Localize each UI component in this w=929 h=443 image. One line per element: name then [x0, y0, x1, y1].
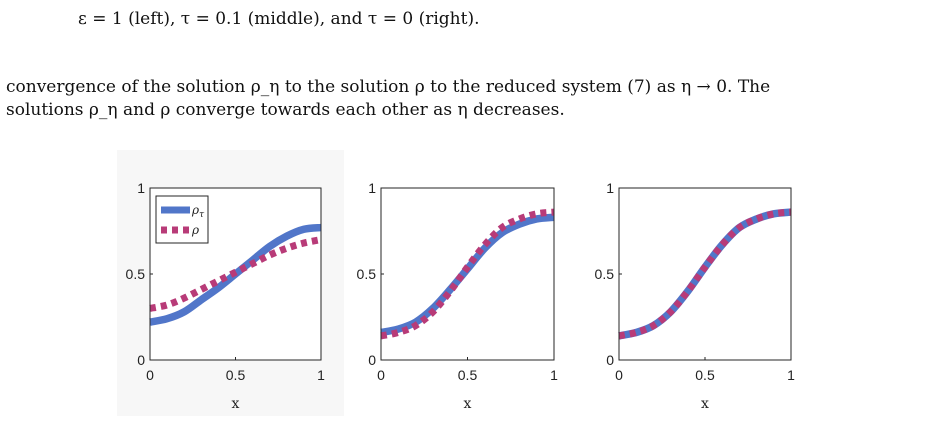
- paragraph-line-2: solutions ρ_η and ρ converge towards eac…: [6, 100, 565, 120]
- x-tick-label-left-0: 0: [146, 367, 154, 383]
- x-tick-label-right-1: 0.5: [695, 367, 715, 383]
- paragraph-text-1: convergence of the solution ρ_η to the s…: [6, 77, 771, 97]
- x-axis-label-left: x: [232, 396, 240, 412]
- x-tick-label-right-2: 1: [787, 367, 795, 383]
- y-tick-label-left-0: 0: [137, 352, 145, 368]
- x-axis-label-middle: x: [464, 396, 472, 412]
- y-tick-label-left-2: 1: [137, 180, 145, 196]
- paragraph-text-2: solutions ρ_η and ρ converge towards eac…: [6, 100, 565, 120]
- legend-label-rho: ρ: [191, 223, 199, 237]
- x-tick-label-middle-1: 0.5: [458, 367, 478, 383]
- series-line-right-rho: [618, 208, 792, 340]
- x-tick-label-middle-0: 0: [377, 367, 385, 383]
- legend-box-left: [155, 195, 209, 244]
- x-tick-label-middle-2: 1: [550, 367, 558, 383]
- legend-label-rho-tau: ρτ: [191, 203, 205, 220]
- x-axis-label-right: x: [701, 396, 709, 412]
- caption-text: ε = 1 (left), τ = 0.1 (middle), and τ = …: [78, 9, 480, 29]
- y-tick-label-middle-0: 0: [368, 352, 376, 368]
- y-tick-label-middle-1: 0.5: [357, 266, 377, 282]
- x-tick-label-left-2: 1: [317, 367, 325, 383]
- y-tick-label-left-1: 0.5: [126, 266, 146, 282]
- x-tick-label-right-0: 0: [615, 367, 623, 383]
- x-tick-label-left-1: 0.5: [226, 367, 246, 383]
- y-tick-label-middle-2: 1: [368, 180, 376, 196]
- y-tick-label-right-0: 0: [606, 352, 614, 368]
- series-line-left-rho: [149, 236, 322, 312]
- series-line-middle-rho: [380, 208, 555, 340]
- y-tick-label-right-1: 0.5: [595, 266, 615, 282]
- caption-partial-line: ε = 1 (left), τ = 0.1 (middle), and τ = …: [78, 9, 480, 29]
- y-tick-label-right-2: 1: [606, 180, 614, 196]
- paragraph-line-1: convergence of the solution ρ_η to the s…: [6, 77, 770, 97]
